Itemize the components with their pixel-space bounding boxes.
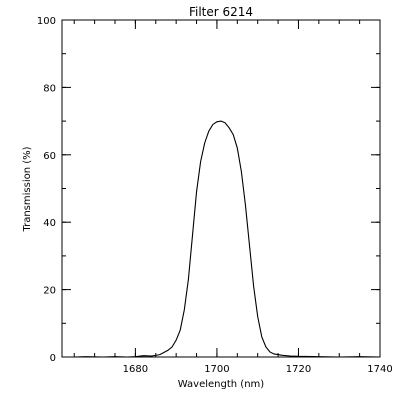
y-axis-label: Transmission (%): [22, 146, 33, 232]
y-tick-label: 60: [43, 151, 56, 162]
x-tick-label: 1720: [286, 364, 311, 375]
x-tick-labels: 1680 1700 1720 1740: [123, 364, 393, 375]
y-tick-label: 100: [37, 16, 56, 27]
x-tick-label: 1740: [367, 364, 392, 375]
series-line: [62, 120, 381, 358]
plot-frame: [61, 19, 381, 358]
chart-title: Filter 6214: [189, 5, 253, 19]
x-tick-label: 1680: [123, 364, 148, 375]
y-tick-labels: 0 20 40 60 80 100: [37, 16, 56, 364]
y-tick-label: 80: [43, 83, 56, 94]
y-tick-label: 20: [43, 286, 56, 297]
axis-ticks: [62, 19, 381, 358]
x-tick-label: 1700: [204, 364, 229, 375]
y-tick-label: 40: [43, 218, 56, 229]
x-axis-label: Wavelength (nm): [178, 379, 264, 390]
y-tick-label: 0: [50, 353, 56, 364]
